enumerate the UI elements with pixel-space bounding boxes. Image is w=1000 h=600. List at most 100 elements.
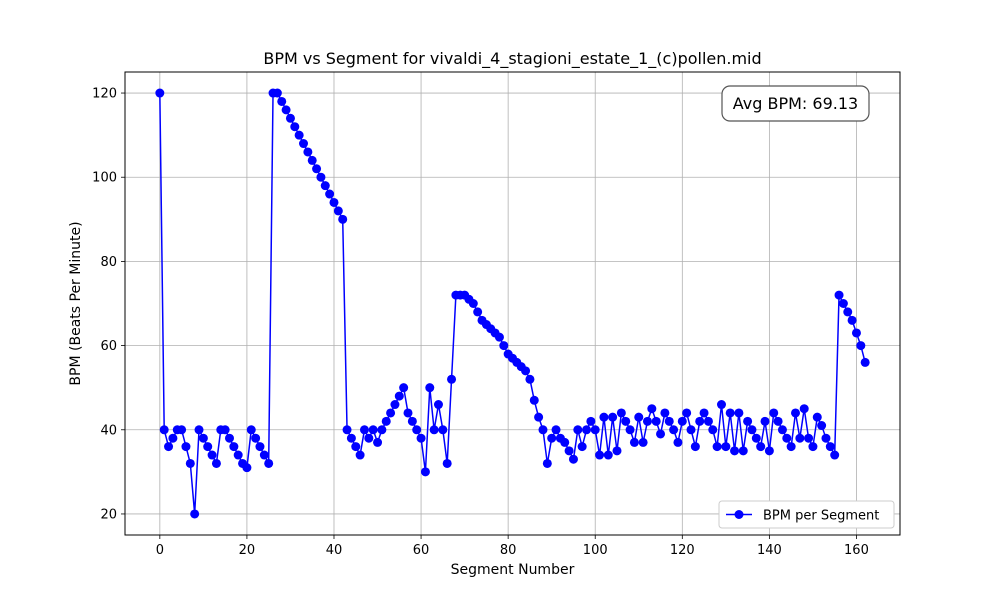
data-point — [590, 425, 600, 435]
data-point — [277, 96, 287, 106]
data-point — [403, 408, 413, 418]
data-point — [525, 374, 535, 384]
data-point — [390, 400, 400, 410]
x-tick-label: 80 — [500, 543, 517, 558]
data-point — [312, 164, 322, 174]
data-point — [468, 299, 478, 308]
data-point — [381, 416, 391, 426]
data-point — [608, 412, 618, 422]
data-point — [473, 307, 483, 317]
data-point — [586, 416, 596, 426]
data-point — [651, 416, 661, 426]
data-point — [843, 307, 853, 317]
data-point — [830, 450, 840, 460]
data-point — [185, 458, 195, 468]
data-point — [716, 400, 726, 410]
data-point — [329, 197, 339, 207]
data-series — [155, 88, 870, 519]
data-point — [851, 328, 861, 338]
legend-label: BPM per Segment — [763, 509, 879, 524]
data-point — [159, 425, 169, 435]
plot-frame — [124, 71, 901, 536]
data-point — [764, 446, 774, 456]
data-point — [168, 433, 178, 443]
data-point — [616, 408, 626, 418]
data-point — [573, 425, 583, 435]
data-point — [734, 408, 744, 418]
data-point — [386, 408, 396, 418]
data-point — [438, 425, 448, 435]
data-point — [242, 463, 252, 473]
data-point — [203, 442, 213, 452]
data-point — [642, 416, 652, 426]
data-point — [747, 425, 757, 435]
y-tick-label: 80 — [100, 255, 117, 270]
x-tick-label: 40 — [326, 543, 343, 558]
data-point — [224, 433, 234, 443]
data-point — [198, 433, 208, 443]
data-point — [756, 442, 766, 452]
data-point — [251, 433, 261, 443]
data-point — [838, 299, 848, 308]
data-point — [307, 155, 317, 165]
data-point — [229, 442, 239, 452]
data-point — [560, 437, 570, 447]
data-point — [299, 139, 309, 149]
data-point — [429, 425, 439, 435]
data-point — [621, 416, 631, 426]
data-point — [281, 105, 291, 115]
chart-title: BPM vs Segment for vivaldi_4_stagioni_es… — [263, 49, 761, 69]
data-point — [847, 315, 857, 325]
data-point — [656, 429, 666, 439]
annotation-box — [721, 85, 870, 122]
data-point — [394, 391, 404, 401]
data-point — [194, 425, 204, 435]
data-point — [699, 408, 709, 418]
data-point — [325, 189, 335, 199]
data-point — [364, 433, 374, 443]
data-point — [220, 425, 230, 435]
data-point — [211, 458, 221, 468]
x-tick-label: 140 — [757, 543, 782, 558]
data-point — [407, 416, 417, 426]
data-point — [777, 425, 787, 435]
data-point — [834, 290, 844, 300]
avg-bpm-annotation: Avg BPM: 69.13 — [721, 85, 870, 122]
data-point — [812, 412, 822, 422]
data-point — [799, 404, 809, 414]
data-point — [686, 425, 696, 435]
data-point — [664, 416, 674, 426]
data-point — [730, 446, 740, 456]
data-point — [333, 206, 343, 216]
data-point — [447, 374, 457, 384]
axis-ticks: 0 20 40 60 80 100 120 140 160 20 40 60 80 100 120 — [92, 87, 869, 558]
data-point — [682, 408, 692, 418]
x-tick-label: 60 — [413, 543, 430, 558]
x-tick-label: 120 — [670, 543, 695, 558]
data-point — [547, 433, 557, 443]
data-point — [346, 433, 356, 443]
data-point — [177, 425, 187, 435]
data-point — [638, 437, 648, 447]
data-point — [564, 446, 574, 456]
data-point — [677, 416, 687, 426]
x-tick-label: 160 — [844, 543, 869, 558]
legend-box — [718, 500, 895, 529]
data-point — [259, 450, 269, 460]
data-point — [821, 433, 831, 443]
data-point — [416, 433, 426, 443]
data-point — [760, 416, 770, 426]
data-point — [612, 446, 622, 456]
data-point — [634, 412, 644, 422]
data-point — [342, 425, 352, 435]
data-point — [264, 458, 274, 468]
data-point — [721, 442, 731, 452]
data-point — [708, 425, 718, 435]
data-point — [425, 383, 435, 393]
data-point — [738, 446, 748, 456]
data-point — [207, 450, 217, 460]
data-point — [647, 404, 657, 414]
data-point — [246, 425, 256, 435]
data-point — [420, 467, 430, 477]
